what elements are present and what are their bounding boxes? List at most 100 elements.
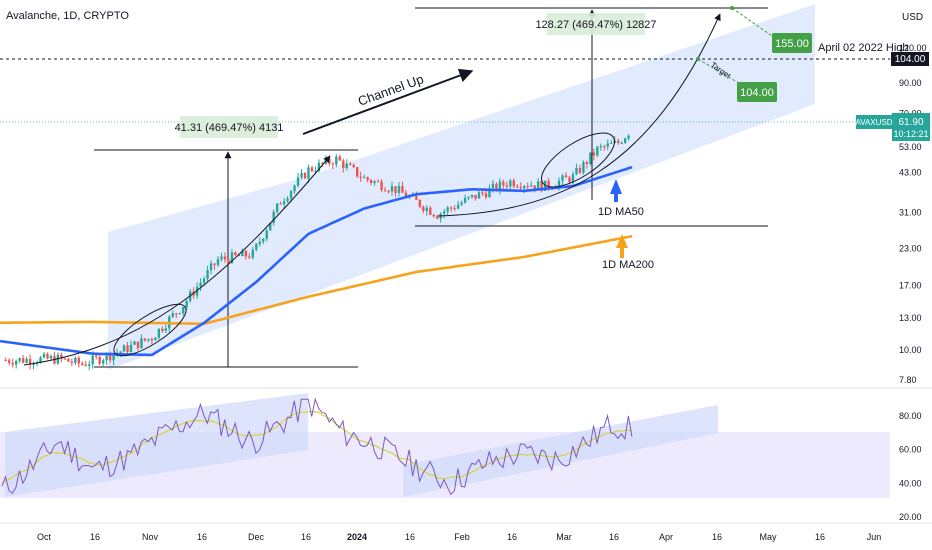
candle-body bbox=[418, 199, 422, 207]
candle-body bbox=[126, 345, 129, 352]
ma200-arrow-icon bbox=[616, 234, 628, 258]
measure-label-2: 128.27 (469.47%) 12827 bbox=[535, 19, 656, 31]
candle-body bbox=[293, 185, 296, 192]
time-tick-label: Oct bbox=[37, 532, 52, 542]
candle-body bbox=[512, 180, 515, 187]
candle-body bbox=[241, 250, 244, 257]
candle-body bbox=[623, 138, 627, 144]
price-tick-label: 13.00 bbox=[899, 313, 922, 323]
candle-body bbox=[557, 180, 561, 188]
candle-body bbox=[369, 180, 373, 183]
candle-body bbox=[585, 161, 589, 165]
candle-body bbox=[505, 185, 509, 187]
target-node-2 bbox=[730, 6, 734, 10]
rsi-tick-label: 40.00 bbox=[899, 478, 922, 488]
price-tick-label: 17.00 bbox=[899, 280, 922, 290]
ma50-line bbox=[0, 165, 633, 357]
candle-body bbox=[60, 354, 63, 359]
candle-body bbox=[484, 193, 488, 198]
candle-body bbox=[175, 313, 178, 315]
trend-curve-2 bbox=[437, 13, 721, 217]
candle-body bbox=[171, 313, 174, 317]
candle-body bbox=[321, 162, 324, 164]
candle-body bbox=[206, 270, 209, 279]
candle-body bbox=[307, 167, 310, 179]
candle-body bbox=[11, 362, 14, 365]
price-tick-label: 120.00 bbox=[899, 43, 927, 53]
ma50-arrow-icon bbox=[610, 179, 622, 202]
candle-body bbox=[14, 360, 18, 365]
candle-body bbox=[456, 204, 460, 209]
ma200-label: 1D MA200 bbox=[602, 259, 654, 271]
candle-body bbox=[599, 146, 602, 148]
time-tick-label: Dec bbox=[248, 532, 265, 542]
target-line-2 bbox=[731, 7, 773, 37]
time-tick-label: Nov bbox=[142, 532, 159, 542]
time-tick-label: 16 bbox=[301, 532, 311, 542]
candle-body bbox=[95, 355, 98, 357]
candle-body bbox=[422, 206, 425, 211]
candle-body bbox=[460, 202, 463, 205]
candle-body bbox=[533, 185, 536, 189]
candle-body bbox=[331, 163, 335, 165]
target-box-1[interactable] bbox=[737, 82, 777, 102]
candle-body bbox=[582, 161, 585, 173]
rsi-axis[interactable]: 80.00 60.00 40.00 20.00 bbox=[899, 411, 922, 522]
candle-body bbox=[98, 356, 101, 364]
resistance-tag-value: 104.00 bbox=[895, 54, 926, 65]
candle-body bbox=[415, 194, 418, 200]
candle-body bbox=[25, 358, 28, 363]
price-tick-label: 43.00 bbox=[899, 168, 922, 178]
price-axis[interactable]: 120.0090.0070.0053.0043.0031.0023.0017.0… bbox=[899, 43, 927, 385]
candle-body bbox=[328, 158, 331, 164]
time-tick-label: Apr bbox=[659, 532, 673, 542]
candle-body bbox=[564, 175, 568, 178]
time-tick-label: 16 bbox=[90, 532, 100, 542]
chart-title: Avalanche, 1D, CRYPTO bbox=[6, 10, 129, 22]
candle-body bbox=[63, 358, 67, 360]
candle-body bbox=[178, 313, 181, 315]
candle-body bbox=[282, 201, 286, 205]
candle-body bbox=[610, 142, 613, 144]
candle-body bbox=[526, 186, 529, 188]
time-tick-label: Feb bbox=[454, 532, 470, 542]
ma50-label: 1D MA50 bbox=[598, 206, 644, 218]
candle-body bbox=[154, 337, 157, 341]
measure-box-1 bbox=[180, 116, 278, 138]
channel-label: Channel Up bbox=[356, 71, 426, 109]
candle-body bbox=[425, 207, 428, 211]
candle-body bbox=[617, 140, 620, 144]
candle-body bbox=[498, 181, 502, 191]
candle-body bbox=[516, 186, 519, 188]
candle-body bbox=[603, 146, 606, 148]
time-tick-label: 16 bbox=[197, 532, 207, 542]
target-box-2[interactable] bbox=[772, 33, 812, 53]
candle-body bbox=[571, 174, 575, 183]
candle-body bbox=[4, 360, 7, 362]
price-tick-label: 31.00 bbox=[899, 207, 922, 217]
candle-body bbox=[133, 341, 136, 345]
time-axis[interactable]: Oct 16 Nov 16 Dec 16 2024 16 Feb 16 Mar 16 Apr 16 May 1… bbox=[37, 532, 881, 542]
candle-body bbox=[596, 146, 599, 156]
candle-body bbox=[338, 156, 341, 161]
candle-body bbox=[32, 363, 35, 365]
candle-body bbox=[373, 181, 376, 183]
price-tick-label: 23.00 bbox=[899, 244, 922, 254]
candle-body bbox=[359, 176, 362, 178]
candle-body bbox=[255, 243, 258, 250]
candle-body bbox=[436, 216, 439, 219]
target-node-1 bbox=[696, 57, 700, 61]
price-tick-label: 90.00 bbox=[899, 78, 922, 88]
candle-body bbox=[143, 338, 147, 341]
time-tick-label: 2024 bbox=[347, 532, 367, 542]
candle-body bbox=[272, 211, 275, 223]
candle-body bbox=[575, 168, 578, 175]
candle-body bbox=[101, 360, 105, 364]
candle-body bbox=[495, 183, 498, 191]
time-tick-label: 16 bbox=[405, 532, 415, 542]
candle-body bbox=[108, 353, 112, 361]
rsi-tick-label: 60.00 bbox=[899, 445, 922, 455]
candle-body bbox=[216, 259, 220, 265]
candle-body bbox=[446, 207, 449, 212]
